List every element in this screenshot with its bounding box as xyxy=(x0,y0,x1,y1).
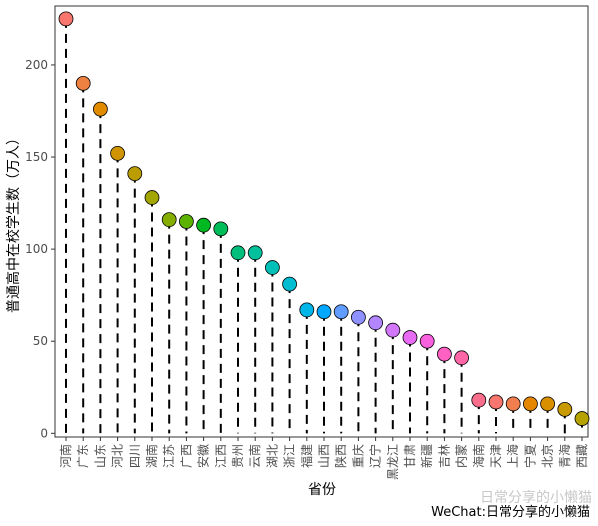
watermark: 日常分享的小懒猫 xyxy=(480,489,592,506)
data-point xyxy=(161,212,177,228)
x-tick-label: 北京 xyxy=(541,444,555,468)
footer-wechat: WeChat:日常分享的小懒猫 xyxy=(431,504,590,520)
data-point xyxy=(574,411,590,426)
data-point xyxy=(350,309,366,325)
x-tick-label: 青海 xyxy=(557,444,572,468)
data-point xyxy=(557,401,573,417)
data-point xyxy=(299,302,315,318)
x-tick-label: 内蒙 xyxy=(455,444,469,468)
y-tick-label: 0 xyxy=(40,426,48,440)
panel-border xyxy=(54,5,589,438)
x-tick-label: 山西 xyxy=(317,444,331,468)
x-tick-label: 天津 xyxy=(489,444,503,468)
y-tick-label: 50 xyxy=(33,334,48,348)
x-tick-label: 河北 xyxy=(111,444,125,468)
data-point xyxy=(264,260,280,275)
y-axis-label: 普通高中在校学生数（万人） xyxy=(5,131,22,313)
x-tick-label: 辽宁 xyxy=(368,444,383,468)
data-point xyxy=(58,11,74,27)
x-tick-label: 江苏 xyxy=(162,444,176,468)
data-point xyxy=(93,101,108,117)
data-point xyxy=(436,346,452,362)
data-point xyxy=(230,245,246,261)
data-point xyxy=(419,333,435,349)
y-tick-label: 150 xyxy=(25,150,48,164)
x-tick-label: 广西 xyxy=(179,444,193,468)
data-point xyxy=(213,221,229,237)
data-point xyxy=(333,304,349,320)
x-tick-label: 宁夏 xyxy=(522,444,537,468)
data-point xyxy=(75,75,91,91)
x-tick-label: 四川 xyxy=(128,444,142,468)
data-point xyxy=(471,392,487,408)
x-axis: 河南 广东 山东 河北 四川 湖南 江苏 广西 安徽 江西 贵州 云南 湖北 浙江 福建 山西 陕西 重庆 辽宁 黑龙… xyxy=(58,437,589,480)
x-tick-label: 江西 xyxy=(214,444,228,468)
x-axis-label: 省份 xyxy=(308,482,336,498)
y-axis: 0 50 100 150 200 xyxy=(25,58,55,440)
data-point xyxy=(454,350,470,366)
x-tick-label: 广东 xyxy=(76,444,90,468)
data-point xyxy=(196,217,212,233)
x-tick-label: 云南 xyxy=(247,444,262,468)
data-point xyxy=(110,145,125,161)
x-tick-label: 福建 xyxy=(299,444,314,468)
x-tick-label: 湖北 xyxy=(264,444,279,468)
x-tick-label: 西藏 xyxy=(575,444,589,468)
data-point xyxy=(247,245,263,261)
data-point xyxy=(178,214,194,229)
x-tick-label: 上海 xyxy=(505,444,520,468)
x-tick-label: 河南 xyxy=(58,444,73,468)
x-tick-label: 重庆 xyxy=(351,444,365,468)
x-tick-label: 吉林 xyxy=(437,444,451,468)
x-tick-label: 海南 xyxy=(471,444,486,468)
lollipop-stems xyxy=(65,18,583,434)
data-point xyxy=(523,396,538,412)
data-point xyxy=(368,315,384,331)
data-point xyxy=(316,304,332,320)
data-point xyxy=(488,394,504,410)
data-point xyxy=(144,190,160,205)
lollipop-points xyxy=(58,11,590,426)
x-tick-label: 甘肃 xyxy=(403,444,417,468)
x-tick-label: 新疆 xyxy=(419,444,434,468)
x-tick-label: 浙江 xyxy=(283,444,297,468)
data-point xyxy=(385,322,401,338)
data-point xyxy=(402,330,418,345)
y-tick-label: 200 xyxy=(25,58,48,72)
y-tick-label: 100 xyxy=(25,242,48,256)
data-point xyxy=(505,396,521,412)
x-tick-label: 陕西 xyxy=(333,444,348,468)
x-tick-label: 黑龙江 xyxy=(386,444,400,480)
data-point xyxy=(282,276,298,292)
x-tick-label: 山东 xyxy=(93,444,107,468)
data-point xyxy=(540,396,555,412)
x-tick-label: 贵州 xyxy=(231,444,245,468)
x-tick-label: 安徽 xyxy=(196,444,211,468)
x-tick-label: 湖南 xyxy=(144,444,159,468)
data-point xyxy=(127,166,143,182)
